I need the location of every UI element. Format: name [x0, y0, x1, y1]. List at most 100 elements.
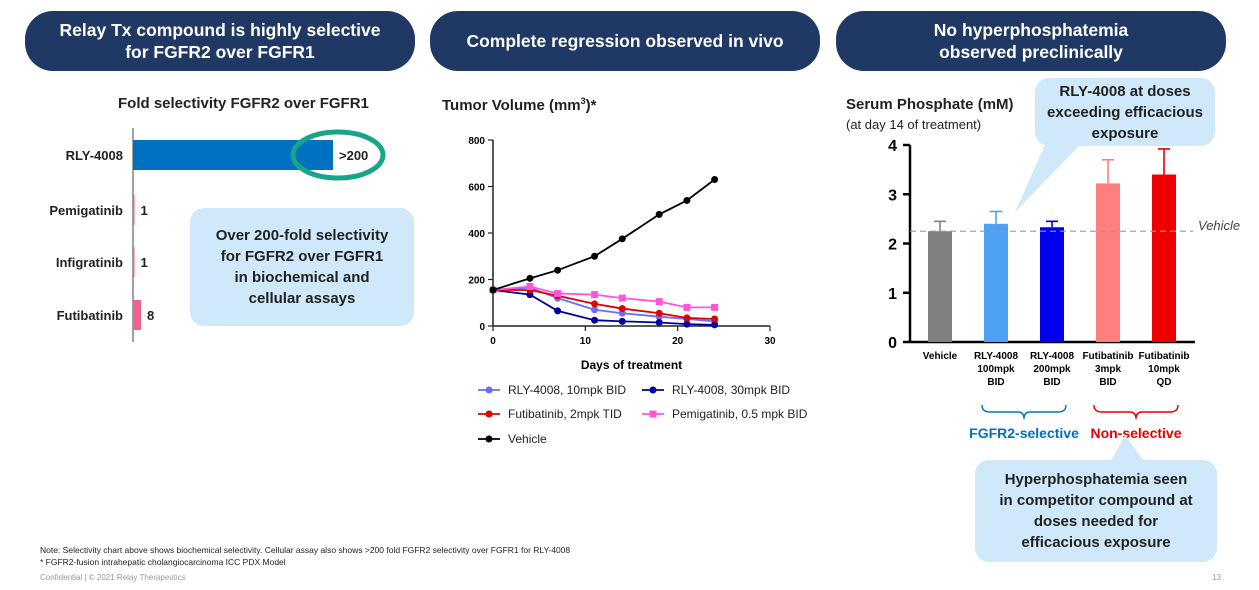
data-point: [711, 176, 719, 184]
legend-item: Pemigatinib, 0.5 mpk BID: [642, 407, 807, 421]
group-label: Non-selective: [1090, 425, 1181, 440]
rly-doses-callout-line: exposure: [1091, 124, 1159, 142]
legend-label: Futibatinib, 2mpk TID: [508, 407, 622, 421]
data-point: [655, 210, 663, 218]
x-tick-label: 10: [580, 336, 592, 347]
left-header-line1: Relay Tx compound is highly selective: [59, 20, 381, 40]
y-tick-label: 600: [468, 183, 485, 194]
selectivity-bar: [133, 140, 333, 170]
footer-note: Note: Selectivity chart above shows bioc…: [40, 545, 571, 555]
data-point: [655, 319, 663, 327]
category-label: 3mpk: [1095, 364, 1122, 375]
vehicle-reference-label: Vehicle: [1198, 218, 1240, 233]
data-point: [655, 298, 663, 306]
category-label: Futibatinib: [1082, 351, 1133, 362]
series-line: [492, 289, 715, 326]
data-point: [711, 303, 719, 311]
data-point: [526, 274, 534, 282]
phosphate-bar: [1096, 183, 1120, 342]
selectivity-callout-line: in biochemical and: [234, 269, 370, 286]
page-number: 13: [1212, 573, 1221, 582]
y-tick-label: 0: [479, 322, 485, 333]
selectivity-callout-line: cellular assays: [248, 290, 356, 307]
hyperphos-callout-line: Hyperphosphatemia seen: [1004, 471, 1188, 488]
y-tick-label: 4: [888, 138, 897, 155]
selectivity-callout: Over 200-fold selectivity for FGFR2 over…: [190, 208, 414, 326]
category-label: BID: [1099, 377, 1116, 388]
y-tick-label: 0: [888, 335, 897, 352]
legend-marker-icon: [478, 386, 500, 394]
footer-confidential: Confidential | © 2021 Relay Therapeutics: [40, 573, 186, 582]
category-label: RLY-4008: [1030, 351, 1075, 362]
x-tick-label: 20: [672, 336, 684, 347]
category-label: BID: [1043, 377, 1060, 388]
data-point: [591, 300, 599, 308]
group-brace: [981, 404, 1067, 420]
selectivity-callout-line: Over 200-fold selectivity: [215, 227, 389, 244]
left-panel-header: Relay Tx compound is highly selective fo…: [25, 11, 415, 71]
x-tick-label: 0: [490, 336, 496, 347]
rly-doses-callout-line: RLY-4008 at doses: [1059, 82, 1191, 100]
series-line: [492, 286, 715, 323]
middle-header-line1: Complete regression observed in vivo: [466, 31, 784, 51]
data-point: [618, 294, 626, 302]
phosphate-bar: [1040, 227, 1064, 342]
hyperphos-callout-line: efficacious exposure: [1021, 534, 1171, 551]
left-header-line2: for FGFR2 over FGFR1: [125, 42, 315, 62]
legend-marker: [485, 386, 493, 394]
hyperphos-callout-line: in competitor compound at: [999, 492, 1193, 509]
category-label: RLY-4008: [974, 351, 1019, 362]
tumor-volume-title-sup: 3: [580, 96, 586, 106]
category-label: RLY-4008: [66, 148, 123, 163]
data-point: [711, 321, 719, 329]
category-label: Futibatinib: [1138, 351, 1189, 362]
phosphate-bar: [984, 223, 1008, 342]
data-point: [655, 309, 663, 317]
y-tick-label: 1: [888, 286, 897, 303]
phosphate-chart-subtitle: (at day 14 of treatment): [846, 117, 982, 132]
value-label: >200: [339, 148, 368, 163]
value-label: 1: [141, 255, 148, 270]
value-label: 1: [141, 203, 148, 218]
tumor-volume-title-suffix: )*: [585, 97, 597, 114]
phosphate-chart-title: Serum Phosphate (mM): [846, 96, 1014, 113]
phosphate-bar: [1152, 174, 1176, 342]
selectivity-callout-line: for FGFR2 over FGFR1: [220, 248, 384, 265]
data-point: [554, 266, 562, 274]
data-point: [526, 282, 534, 290]
tumor-volume-title: Tumor Volume (mm3)*: [442, 96, 596, 114]
tumor-volume-title-prefix: Tumor Volume (mm: [442, 97, 581, 114]
legend-item: Vehicle: [478, 432, 547, 446]
data-point: [683, 320, 691, 328]
phosphate-bar: [928, 231, 952, 342]
tumor-volume-line-chart: 0 200 400 600 800 0 10 20 30 Days of treatment: [468, 136, 776, 372]
data-point: [591, 306, 599, 314]
footer-footnote: * FGFR2-fusion intrahepatic cholangiocar…: [40, 557, 286, 567]
legend-marker-icon: [478, 410, 500, 418]
legend-item: RLY-4008, 10mpk BID: [478, 383, 626, 397]
hyperphos-callout-pointer: [1110, 435, 1145, 463]
highlight-ring: [290, 129, 386, 181]
category-label: QD: [1157, 377, 1172, 388]
group-label: FGFR2-selective: [969, 425, 1079, 440]
value-label: 8: [147, 308, 154, 323]
category-label: 200mpk: [1033, 364, 1071, 375]
legend-item: RLY-4008, 30mpk BID: [642, 383, 790, 397]
category-label: Futibatinib: [57, 308, 123, 323]
hyperphos-callout: Hyperphosphatemia seen in competitor com…: [975, 460, 1217, 562]
selectivity-bar: [133, 195, 135, 225]
category-label: Vehicle: [923, 351, 958, 362]
legend-marker: [649, 410, 657, 418]
data-point: [554, 289, 562, 297]
data-point: [618, 305, 626, 313]
series-line: [492, 285, 715, 309]
data-point: [683, 303, 691, 311]
legend-label: RLY-4008, 10mpk BID: [508, 383, 627, 397]
category-label: BID: [987, 377, 1004, 388]
data-point: [489, 286, 497, 294]
y-tick-label: 3: [888, 187, 897, 204]
selectivity-bar-chart: RLY-4008 >200 Pemigatinib 1 Infigratinib 1 Fut…: [49, 128, 386, 342]
category-label: 100mpk: [977, 364, 1015, 375]
legend-marker-icon: [478, 435, 500, 443]
legend-label: Vehicle: [508, 432, 547, 446]
